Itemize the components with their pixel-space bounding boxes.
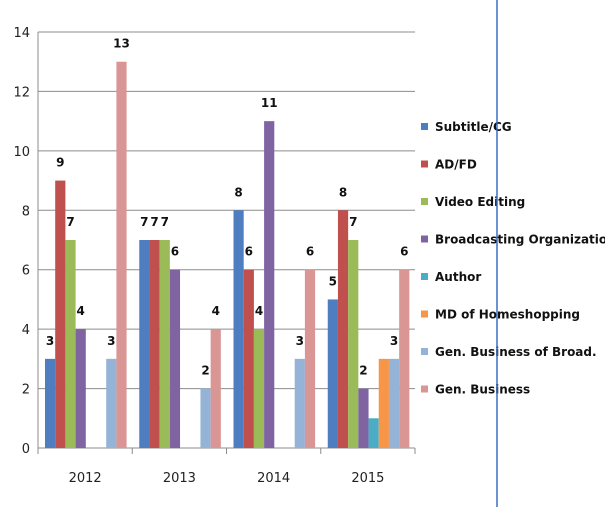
bar	[253, 329, 265, 448]
bar	[378, 358, 389, 448]
data-label: 7	[140, 215, 148, 229]
legend-swatch	[421, 348, 428, 355]
x-tick-label: 2013	[163, 471, 196, 486]
legend-item: AD/FD	[435, 158, 477, 172]
bar	[106, 358, 117, 448]
bar	[264, 121, 275, 449]
y-tick-label: 0	[22, 442, 30, 457]
bar	[116, 61, 127, 448]
y-tick-label: 8	[22, 204, 30, 219]
y-tick-label: 14	[13, 26, 30, 41]
data-label: 6	[306, 245, 314, 259]
data-label: 5	[329, 274, 337, 288]
data-label: 4	[255, 304, 263, 318]
x-tick-label: 2015	[351, 471, 384, 486]
legend-item: Video Editing	[435, 195, 525, 209]
bar	[399, 269, 410, 448]
data-label: 11	[261, 96, 278, 110]
bar	[139, 240, 150, 448]
data-label: 2	[359, 364, 367, 378]
data-label: 6	[245, 245, 253, 259]
data-label: 6	[171, 245, 179, 259]
x-axis: 2012 2013 2014 2015	[37, 447, 416, 486]
gridlines	[38, 31, 415, 390]
data-label: 8	[339, 185, 347, 199]
bar	[337, 210, 349, 448]
data-label: 3	[107, 334, 115, 348]
x-tick-label: 2014	[257, 471, 290, 486]
data-label: 4	[212, 304, 220, 318]
y-tick-label: 12	[13, 85, 30, 100]
bar	[348, 240, 359, 448]
legend-swatch	[421, 235, 428, 243]
data-label: 7	[150, 215, 158, 229]
legend: Subtitle/CG AD/FD Video Editing Broadcastin…	[421, 120, 605, 397]
bar	[233, 210, 244, 448]
data-label: 9	[56, 156, 64, 170]
data-label: 7	[349, 215, 357, 229]
legend-item: Gen. Business	[435, 383, 530, 397]
bar	[294, 358, 305, 448]
legend-swatch	[421, 198, 428, 205]
legend-swatch	[421, 273, 428, 280]
data-label: 13	[113, 37, 130, 51]
y-tick-label: 2	[22, 383, 30, 398]
legend-item: Subtitle/CG	[435, 120, 512, 134]
legend-item: Broadcasting Organization	[435, 233, 605, 247]
legend-item: Author	[435, 270, 481, 284]
bar	[55, 180, 66, 449]
data-label: 3	[46, 334, 54, 348]
bar	[200, 388, 211, 448]
data-label: 6	[400, 245, 408, 259]
bar	[368, 418, 379, 448]
y-tick-label: 6	[22, 264, 30, 279]
bar	[45, 358, 56, 448]
bar	[169, 269, 181, 448]
y-axis: 0 2 4 6 8 10 12 14	[13, 26, 39, 457]
bar	[65, 240, 76, 448]
y-tick-label: 10	[13, 145, 30, 160]
bar	[210, 329, 221, 448]
data-label: 7	[161, 215, 169, 229]
bar	[75, 329, 86, 448]
data-label: 2	[201, 364, 209, 378]
legend-item: MD of Homeshopping	[435, 308, 580, 322]
data-label: 4	[77, 304, 85, 318]
x-tick-label: 2012	[69, 471, 102, 486]
bar	[388, 358, 400, 448]
legend-item: Gen. Business of Broad.	[435, 345, 597, 359]
data-label: 7	[66, 215, 74, 229]
bar	[159, 240, 170, 448]
bars	[45, 61, 410, 449]
legend-swatch	[421, 385, 428, 393]
bar	[304, 269, 316, 448]
bar	[358, 388, 369, 448]
bar	[243, 269, 254, 448]
y-tick-label: 4	[22, 323, 30, 338]
legend-swatch	[421, 123, 428, 130]
data-label: 3	[390, 334, 398, 348]
legend-swatch	[421, 160, 428, 168]
data-label: 8	[234, 185, 242, 199]
data-label: 3	[296, 334, 304, 348]
bar	[327, 299, 338, 448]
bar	[149, 240, 160, 448]
legend-swatch	[421, 310, 428, 318]
